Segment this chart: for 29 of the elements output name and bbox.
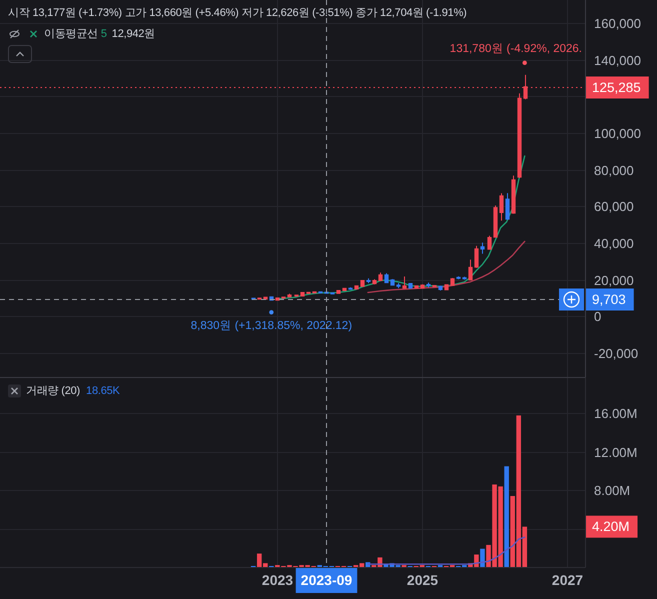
x-tick-label: 2023: [262, 572, 294, 588]
y-tick-label: 100,000: [594, 126, 641, 141]
y-tick-label: 16.00M: [594, 406, 638, 421]
annotation-text: 131,780원 (-4.92%, 2026.: [450, 43, 582, 56]
y-tick-label: -20,000: [594, 346, 638, 361]
y-tick-label: 140,000: [594, 53, 641, 68]
y-tick-label: 20,000: [594, 273, 634, 288]
y-tick-label: 80,000: [594, 163, 634, 178]
ref-line-label: 9,703: [592, 292, 626, 307]
ref-line-label: 2023-09: [300, 572, 352, 588]
y-tick-label: 12.00M: [594, 445, 638, 460]
readout: 18.65K: [86, 385, 120, 397]
annotation-text: 8,830원 (+1,318.85%, 2022.12): [190, 320, 352, 332]
y-tick-label: 40,000: [594, 236, 634, 251]
ref-line-label: 125,285: [592, 80, 641, 95]
axis-value-label: 9,703: [586, 288, 634, 310]
x-tick-label: 2025: [406, 572, 438, 588]
legend-label: 이동평균선 5: [44, 28, 107, 40]
y-tick-label: 0: [594, 309, 602, 324]
y-tick-label: 60,000: [594, 199, 634, 214]
y-tick-label: 8.00M: [594, 483, 630, 498]
axis-value-label: 2023-09: [296, 567, 358, 593]
title: 시작 13,177원 (+1.73%) 고가 13,660원 (+5.46%) 저가 12,626원 (-3.51%) 종가 12,704원 (-1.91%): [8, 7, 467, 19]
axis-value-label: 4.20M: [586, 516, 638, 538]
axis-value-label: 125,285: [586, 76, 649, 98]
title: 거래량 (20): [26, 385, 80, 397]
x-tick-label: 2027: [552, 572, 584, 588]
readout: 12,942원: [112, 28, 156, 40]
y-tick-label: 160,000: [594, 16, 641, 31]
